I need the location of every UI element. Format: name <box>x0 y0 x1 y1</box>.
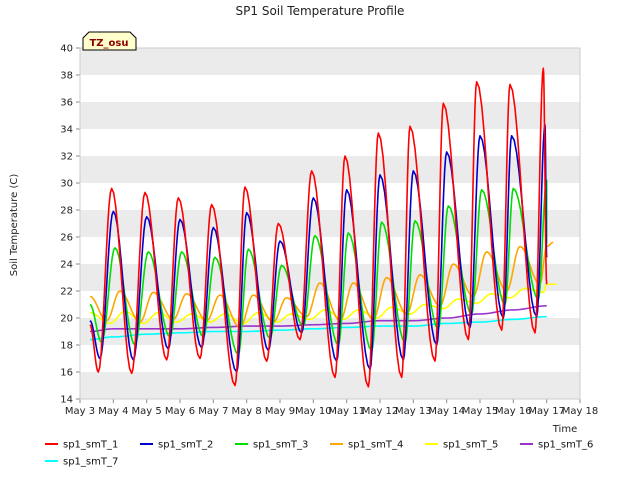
x-tick-label: May 10 <box>295 406 332 417</box>
y-tick-label: 26 <box>60 233 73 244</box>
x-tick-label: May 14 <box>428 406 465 417</box>
grid-band <box>80 156 580 183</box>
x-tick-label: May 4 <box>98 406 128 417</box>
y-tick-label: 28 <box>60 206 73 217</box>
legend-label-sp1_smT_6: sp1_smT_6 <box>538 440 593 451</box>
x-tick-label: May 18 <box>562 406 599 417</box>
grid-band <box>80 183 580 210</box>
grid-band <box>80 75 580 102</box>
legend-label-sp1_smT_3: sp1_smT_3 <box>253 440 308 451</box>
series-layer <box>89 67 557 388</box>
legend-label-sp1_smT_2: sp1_smT_2 <box>158 440 213 451</box>
series-line-sp1_smT_1 <box>89 67 548 388</box>
x-tick-label: May 9 <box>265 406 295 417</box>
series-line-sp1_smT_2 <box>89 124 548 373</box>
y-tick-label: 22 <box>60 287 73 298</box>
y-tick-label: 36 <box>60 98 73 109</box>
tz-annotation: TZ_osu <box>89 38 128 49</box>
x-tick-label: May 16 <box>495 406 532 417</box>
plot-frame <box>79 47 581 400</box>
grid-bands <box>80 48 580 399</box>
x-tick-label: May 8 <box>232 406 262 417</box>
grid-band <box>80 237 580 264</box>
x-tick-label: May 15 <box>462 406 499 417</box>
series-line-sp1_smT_6 <box>89 305 547 333</box>
y-tick-label: 38 <box>60 71 73 82</box>
y-axis-ticks: 14 16 18 20 22 24 26 28 30 32 34 36 38 40 <box>60 44 80 406</box>
y-tick-label: 30 <box>60 179 73 190</box>
x-tick-label: May 17 <box>528 406 565 417</box>
tz-annotation-box: TZ_osu <box>82 31 137 51</box>
legend-label-sp1_smT_4: sp1_smT_4 <box>348 440 403 451</box>
y-tick-label: 32 <box>60 152 73 163</box>
y-tick-label: 20 <box>60 314 73 325</box>
x-tick-label: May 6 <box>165 406 195 417</box>
legend: sp1_smT_1 sp1_smT_2 sp1_smT_3 sp1_smT_4 sp1_… <box>45 440 593 468</box>
chart-title: SP1 Soil Temperature Profile <box>236 4 405 18</box>
x-tick-label: May 5 <box>132 406 162 417</box>
y-tick-label: 14 <box>60 395 73 406</box>
x-tick-label: May 12 <box>362 406 399 417</box>
grid-band <box>80 48 580 75</box>
grid-band <box>80 129 580 156</box>
grid-band <box>80 372 580 399</box>
x-tick-label: May 13 <box>395 406 432 417</box>
y-tick-label: 34 <box>60 125 73 136</box>
y-tick-label: 18 <box>60 341 73 352</box>
x-axis-title: Time <box>552 424 577 435</box>
x-tick-label: May 11 <box>328 406 365 417</box>
y-tick-label: 24 <box>60 260 73 271</box>
y-tick-label: 40 <box>60 44 73 55</box>
x-tick-label: May 3 <box>65 406 95 417</box>
legend-label-sp1_smT_5: sp1_smT_5 <box>443 440 498 451</box>
grid-band <box>80 102 580 129</box>
y-tick-label: 16 <box>60 368 73 379</box>
y-axis-title: Soil Temperature (C) <box>9 174 20 277</box>
grid-band <box>80 210 580 237</box>
legend-label-sp1_smT_1: sp1_smT_1 <box>63 440 118 451</box>
x-axis-ticks: May 3 May 4 May 5 May 6 May 7 May 8 May 9 May 1… <box>65 399 598 417</box>
legend-label-sp1_smT_7: sp1_smT_7 <box>63 457 118 468</box>
x-tick-label: May 7 <box>198 406 228 417</box>
